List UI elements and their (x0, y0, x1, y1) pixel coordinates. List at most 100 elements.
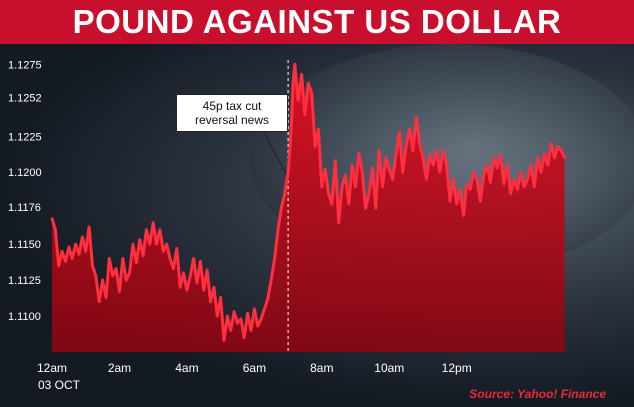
data-point (57, 264, 60, 267)
data-point (371, 166, 374, 169)
data-point (206, 269, 209, 271)
data-point (344, 174, 347, 177)
data-point (324, 168, 327, 171)
data-point (292, 82, 295, 85)
data-point (435, 149, 438, 152)
data-point (94, 274, 97, 277)
data-point (482, 174, 485, 177)
data-point (540, 171, 542, 174)
data-point (192, 257, 195, 260)
data-point (523, 185, 526, 188)
data-point (135, 261, 138, 264)
data-point (405, 145, 408, 148)
annotation-line-2: reversal news (194, 113, 270, 127)
data-point (469, 188, 472, 191)
data-point (131, 243, 134, 246)
data-point (411, 149, 414, 152)
data-point (320, 185, 323, 188)
y-tick-label: 1.1252 (8, 93, 42, 105)
data-point (91, 264, 94, 267)
data-point (138, 238, 141, 241)
data-point (223, 339, 225, 342)
annotation-line-1: 45p tax cut (202, 99, 262, 113)
data-point (526, 178, 529, 181)
data-point (277, 228, 279, 231)
data-point (67, 246, 70, 248)
data-point (442, 149, 445, 152)
series-area-fill (52, 64, 565, 353)
data-point (287, 171, 290, 174)
data-point (374, 207, 377, 210)
data-point (536, 156, 539, 159)
data-point (51, 217, 53, 220)
data-point (250, 329, 252, 332)
data-point (381, 185, 384, 188)
data-point (280, 207, 283, 210)
data-point (293, 63, 296, 66)
data-point (330, 202, 333, 205)
data-point (422, 156, 424, 159)
data-point (445, 164, 448, 166)
data-point (74, 243, 77, 246)
data-point (354, 185, 357, 188)
data-point (165, 243, 168, 246)
data-point (553, 156, 556, 159)
data-point (556, 145, 559, 148)
x-tick-label: 2am (108, 361, 131, 375)
data-point (209, 300, 212, 303)
data-point (253, 307, 256, 310)
data-point (105, 296, 107, 299)
data-point (300, 73, 303, 76)
data-point (229, 329, 232, 332)
data-point (496, 166, 499, 169)
data-point (189, 274, 192, 277)
data-point (81, 236, 84, 238)
data-point (378, 149, 381, 152)
data-point (266, 297, 269, 300)
data-point (236, 322, 239, 325)
data-point (388, 168, 391, 171)
data-point (169, 257, 171, 260)
data-point (506, 164, 509, 166)
data-point (418, 142, 421, 145)
data-point (125, 279, 128, 282)
data-point (357, 152, 360, 155)
data-point (145, 228, 148, 231)
data-point (317, 128, 320, 131)
data-point (297, 99, 300, 102)
data-point (64, 260, 67, 263)
data-point (327, 192, 330, 195)
data-point (351, 164, 354, 166)
data-point (489, 181, 492, 184)
data-point (479, 200, 482, 202)
data-point (78, 253, 80, 256)
data-point (452, 178, 455, 181)
data-point (118, 290, 121, 293)
data-point (486, 164, 489, 166)
data-point (398, 131, 401, 133)
data-point (307, 82, 310, 85)
data-point (175, 247, 178, 250)
data-point (256, 325, 259, 328)
data-point (172, 267, 175, 270)
data-point (462, 214, 465, 217)
annotation-callout: 45p tax cut reversal news (176, 94, 288, 132)
data-point (425, 178, 428, 181)
data-point (233, 310, 236, 313)
data-point (263, 307, 266, 310)
y-tick-label: 1.1176 (8, 202, 41, 214)
data-point (199, 260, 202, 263)
data-point (270, 279, 273, 282)
data-point (310, 92, 313, 95)
data-point (347, 202, 350, 205)
date-label: 03 OCT (38, 378, 81, 392)
x-tick-label: 10am (374, 361, 404, 375)
y-tick-label: 1.1125 (8, 275, 41, 287)
data-point (219, 296, 222, 299)
y-tick-label: 1.1275 (8, 59, 42, 71)
x-tick-label: 4am (175, 361, 198, 375)
data-point (162, 250, 165, 253)
data-point (472, 171, 475, 174)
data-point (101, 279, 104, 282)
data-point (54, 228, 57, 231)
